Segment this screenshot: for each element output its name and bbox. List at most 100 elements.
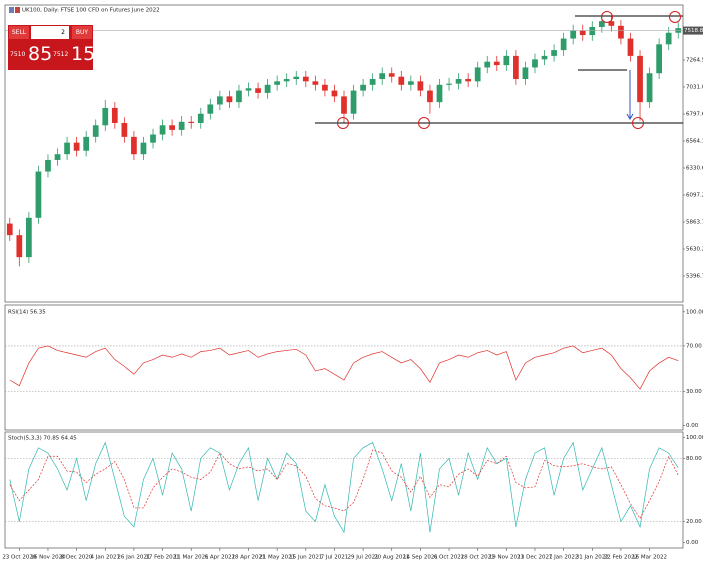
stoch-title: Stoch(5,3,3) 70.85 64.45 <box>8 436 77 442</box>
x-tick-label: 17 Feb 2021 <box>145 555 179 561</box>
candle-body <box>436 84 443 103</box>
candle-body <box>312 81 319 85</box>
y-tick-label: 5863.73 <box>686 219 703 225</box>
ask-pips: 15 <box>71 43 96 65</box>
candle-body <box>637 55 643 103</box>
candle-body <box>6 223 13 236</box>
x-tick-label: 7 Jul 2021 <box>321 555 349 561</box>
candle-body <box>274 81 281 85</box>
candle-body <box>140 142 147 155</box>
candle-body <box>618 25 624 39</box>
candle-body <box>579 30 586 36</box>
y-tick-label: 5630.26 <box>686 247 703 253</box>
x-tick-label: 14 Sep 2021 <box>403 555 438 561</box>
candle-body <box>197 113 204 123</box>
y-tick-label: 5396.79 <box>686 274 703 280</box>
candle-body <box>665 32 672 45</box>
rsi-title: RSI(14) 56.35 <box>8 310 46 316</box>
x-tick-label: 7 Jan 2022 <box>549 555 578 561</box>
candle-body <box>64 142 70 155</box>
candle-body <box>16 235 23 258</box>
candle-body <box>484 61 491 68</box>
candle-body <box>446 83 452 85</box>
x-tick-label: 21 May 2021 <box>259 555 295 561</box>
candle-body <box>111 107 118 123</box>
x-tick-label: 23 Oct 2020 <box>2 555 37 561</box>
candle-body <box>226 96 233 103</box>
candle-body <box>178 121 185 130</box>
candle-body <box>570 30 577 39</box>
rsi-panel <box>4 304 684 431</box>
y-tick-label: 7264.55 <box>686 57 703 63</box>
candle-body <box>388 73 395 77</box>
stoch-panel <box>4 431 684 549</box>
circle <box>418 117 430 129</box>
y-tick-label: 100.00 <box>686 309 703 315</box>
series-line <box>9 345 679 390</box>
candle-body <box>302 76 309 82</box>
candle-body <box>608 21 615 26</box>
x-tick-label: 6 Oct 2021 <box>434 555 465 561</box>
y-tick-label: 20.00 <box>686 519 702 525</box>
x-tick-label: 19 Nov 2021 <box>489 555 524 561</box>
candle-body <box>522 67 529 80</box>
candle-body <box>551 50 557 56</box>
y-tick-label: 100.00 <box>686 435 703 441</box>
candle-body <box>360 84 366 91</box>
series-line <box>9 441 679 534</box>
candle-body <box>417 81 424 91</box>
candle-body <box>398 76 405 85</box>
candle-body <box>159 125 166 135</box>
candle-body <box>216 96 223 105</box>
current-price-box <box>683 26 703 35</box>
candle-body <box>150 134 156 143</box>
candle-body <box>513 55 519 80</box>
sell-button[interactable]: SELL <box>9 26 29 39</box>
candle-body <box>503 55 510 66</box>
candle-body <box>92 125 99 137</box>
candle-body <box>350 90 357 114</box>
candle-body <box>322 84 328 91</box>
candle-body <box>331 90 338 97</box>
candle-body <box>427 90 433 103</box>
candle-body <box>474 67 481 82</box>
candle-body <box>26 217 32 258</box>
x-tick-label: 13 Dec 2021 <box>517 555 552 561</box>
x-tick-label: 28 Oct 2021 <box>461 555 495 561</box>
y-tick-label: 7031.00 <box>686 84 703 90</box>
candle-body <box>131 136 137 155</box>
arrow-head <box>626 113 634 120</box>
icon <box>15 7 20 13</box>
candle-body <box>236 90 242 103</box>
chart-title: UK100, Daily: FTSE 100 CFD on Futures Ju… <box>22 8 160 14</box>
circle <box>632 117 644 129</box>
ask-main: 7512 <box>53 51 69 58</box>
x-tick-label: 6 Apr 2021 <box>205 555 236 561</box>
price-panel <box>4 4 684 303</box>
x-tick-label: 15 Jun 2021 <box>289 555 322 561</box>
candle-body <box>102 107 109 126</box>
candle-body <box>465 79 472 82</box>
candle-body <box>541 55 548 60</box>
x-tick-label: 8 Dec 2020 <box>61 555 93 561</box>
candle-body <box>293 76 300 80</box>
buy-button[interactable]: BUY <box>72 26 92 39</box>
candle-body <box>560 38 567 51</box>
series-line <box>9 449 679 520</box>
candle-body <box>83 136 90 151</box>
candle-body <box>379 73 386 80</box>
icon <box>9 7 14 13</box>
lots-input[interactable]: 2 <box>31 26 69 39</box>
y-tick-label: 0.00 <box>686 540 699 546</box>
y-tick-label: 70.00 <box>686 343 702 349</box>
candle-body <box>169 125 175 130</box>
candle-body <box>598 21 605 27</box>
candle-body <box>283 79 290 82</box>
circle <box>601 11 613 23</box>
bid-main: 7510 <box>10 51 26 58</box>
candle-body <box>656 44 662 74</box>
x-tick-label: 28 Apr 2021 <box>231 555 265 561</box>
x-tick-label: 11 Mar 2021 <box>174 555 209 561</box>
candle-body <box>646 73 653 103</box>
